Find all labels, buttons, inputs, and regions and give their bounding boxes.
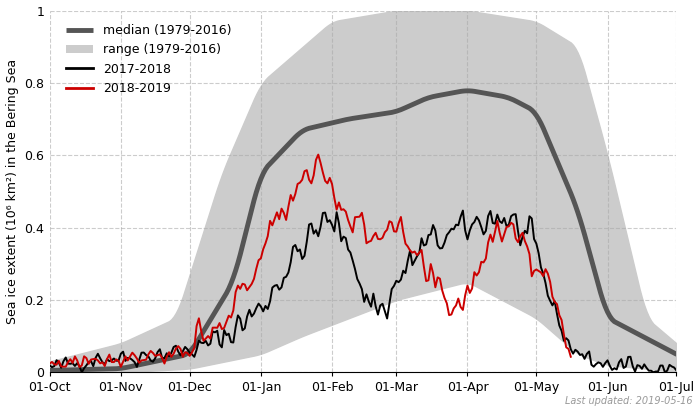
Legend: median (1979-2016), range (1979-2016), 2017-2018, 2018-2019: median (1979-2016), range (1979-2016), 2…	[62, 20, 236, 99]
Y-axis label: Sea ice extent (10⁶ km²) in the Bering Sea: Sea ice extent (10⁶ km²) in the Bering S…	[6, 59, 19, 324]
Text: Last updated: 2019-05-16: Last updated: 2019-05-16	[566, 396, 693, 406]
